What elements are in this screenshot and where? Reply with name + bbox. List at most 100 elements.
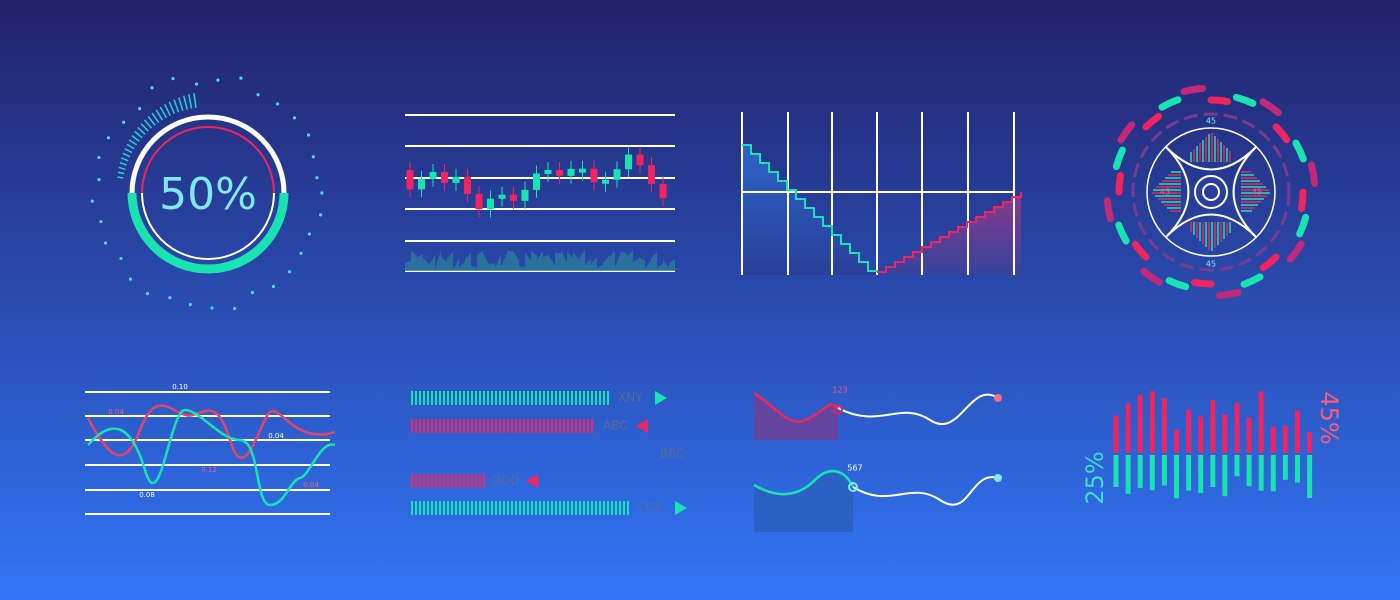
- split-bar-down: [1161, 455, 1167, 486]
- wave-label: 0.04: [303, 481, 319, 489]
- gauge-tick: [131, 135, 140, 142]
- radar-arc: [1272, 123, 1291, 144]
- candle-body: [648, 165, 655, 184]
- split-bar-down: [1270, 455, 1276, 492]
- wave-label: 0.04: [268, 432, 284, 440]
- radar-core: [1194, 175, 1228, 209]
- gauge-tick: [124, 148, 133, 154]
- gauge-dot: [287, 270, 292, 274]
- wave-labels: 0.10 0.04 0.04 0.12 0.08 0.04: [108, 383, 319, 499]
- split-bar-down: [1222, 455, 1228, 497]
- radar-label: 45: [1206, 117, 1216, 126]
- radar-arc: [1292, 139, 1307, 163]
- gauge-tick: [178, 97, 184, 111]
- marker-line: [852, 476, 999, 506]
- split-bar-up: [1210, 400, 1216, 453]
- split-bar-down: [1258, 455, 1264, 491]
- gauge-tick: [117, 171, 125, 175]
- candle-body: [613, 169, 621, 180]
- gauge-dot: [188, 302, 192, 307]
- split-bar-up: [1307, 432, 1313, 453]
- gauge-dot: [320, 191, 324, 195]
- gauge-tick: [155, 109, 164, 121]
- split-bar-up: [1137, 394, 1143, 453]
- split-bar-up: [1270, 426, 1276, 453]
- gauge-dot: [119, 256, 123, 261]
- gauge-dot: [256, 93, 260, 97]
- gauge-dot: [292, 116, 297, 120]
- marker-end: [994, 394, 1002, 402]
- radar-labels: 45 45 45 45: [1160, 117, 1262, 269]
- progress-label: BBC: [660, 447, 685, 461]
- gauge-dot: [311, 155, 315, 159]
- radar-arc: [1165, 277, 1190, 291]
- gauge-tick: [137, 126, 146, 135]
- candle-body: [406, 170, 414, 190]
- split-bar-up: [1149, 391, 1155, 453]
- split-right-label: 45%: [1315, 391, 1343, 444]
- candle-body: [625, 154, 632, 170]
- gauge-tick: [122, 152, 131, 158]
- gauge-tick: [188, 94, 193, 109]
- radar-arc: [1259, 253, 1280, 272]
- radar-arc: [1191, 279, 1215, 288]
- gauge-dot: [122, 120, 126, 124]
- gauge-tick: [151, 112, 160, 123]
- gauge-dot: [210, 306, 214, 310]
- volume-area: [405, 250, 681, 271]
- split-left-label: 25%: [1081, 451, 1109, 504]
- radar-ring: [1146, 127, 1276, 257]
- candle-body: [487, 198, 494, 210]
- gauge-tick: [117, 176, 124, 179]
- radar-arc: [1117, 121, 1136, 144]
- radar-label: 45: [1206, 260, 1216, 269]
- split-bar-up: [1282, 425, 1288, 453]
- candle-body: [498, 194, 506, 199]
- gauge-dot: [128, 277, 133, 281]
- gauge-tick: [183, 95, 188, 110]
- split-bar-up: [1234, 402, 1240, 453]
- gauge-tick: [121, 157, 129, 162]
- candle-body: [452, 176, 460, 183]
- gauge-dot: [171, 76, 175, 81]
- candle-body: [441, 171, 448, 183]
- gauge-tick: [173, 99, 180, 113]
- gauge-dot: [239, 76, 243, 80]
- gauge-dot: [168, 296, 172, 300]
- radar-cross: [1165, 146, 1257, 238]
- gauge-fill: [127, 192, 289, 274]
- marker-end: [994, 474, 1002, 482]
- split-bar-down: [1198, 455, 1204, 494]
- candle-body: [544, 169, 552, 174]
- split-bar-down: [1113, 455, 1119, 487]
- radar-arc: [1158, 96, 1182, 111]
- radar-arc: [1307, 161, 1319, 188]
- gauge-tick: [147, 115, 156, 126]
- progress-label: ABC: [603, 419, 628, 433]
- marker-line: [837, 393, 999, 426]
- step-line: [742, 144, 878, 272]
- radar-label: 45: [1160, 188, 1170, 197]
- split-bar-up: [1174, 429, 1179, 453]
- gauge-dot: [307, 232, 312, 236]
- gauge-dot: [99, 220, 103, 224]
- candle-body: [533, 173, 540, 190]
- candle-body: [590, 168, 598, 183]
- candle-body: [602, 179, 609, 184]
- split-bar-up: [1186, 409, 1192, 453]
- radar-arc: [1240, 273, 1264, 288]
- progress-arrow: [655, 391, 667, 405]
- marker-dot: [848, 482, 858, 492]
- gauge-dot: [145, 292, 150, 296]
- split-bar-down: [1246, 455, 1252, 487]
- radar-arc: [1232, 93, 1257, 107]
- split-bar-down: [1174, 455, 1179, 499]
- radar-arc: [1115, 172, 1124, 196]
- split-bar-down: [1295, 455, 1300, 483]
- candle-body: [579, 168, 586, 173]
- split-bar-down: [1234, 455, 1240, 477]
- radar-arc: [1103, 196, 1115, 223]
- split-bar-up: [1246, 417, 1252, 453]
